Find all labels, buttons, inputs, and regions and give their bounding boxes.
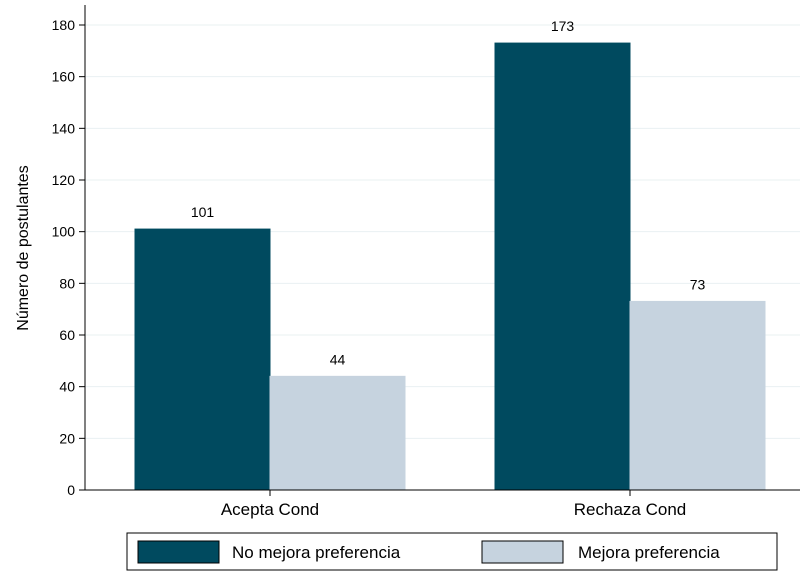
y-tick-label: 120 xyxy=(52,172,76,188)
bar xyxy=(269,375,406,491)
y-tick-label: 20 xyxy=(59,430,75,446)
bar xyxy=(134,228,271,491)
legend-label: No mejora preferencia xyxy=(232,543,401,562)
y-tick-label: 180 xyxy=(52,17,76,33)
y-tick-label: 100 xyxy=(52,224,76,240)
y-tick-label: 160 xyxy=(52,69,76,85)
y-tick-label: 80 xyxy=(59,275,75,291)
data-labels: 101 44 173 73 xyxy=(191,18,706,367)
data-label: 73 xyxy=(690,276,706,292)
bar xyxy=(629,300,766,491)
legend: No mejora preferencia Mejora preferencia xyxy=(126,532,778,571)
x-tick-label: Rechaza Cond xyxy=(574,500,686,519)
x-tick-label: Acepta Cond xyxy=(221,500,319,519)
bar xyxy=(494,42,631,491)
y-axis-title: Número de postulantes xyxy=(15,165,32,330)
legend-swatch xyxy=(481,540,564,564)
bars xyxy=(134,42,766,491)
y-tick-label: 40 xyxy=(59,379,75,395)
y-tick-label: 0 xyxy=(67,482,75,498)
data-label: 44 xyxy=(330,351,346,367)
data-label: 173 xyxy=(551,18,575,34)
axes: 0 20 40 60 80 100 120 140 160 180 Acepta Cond Recha… xyxy=(52,5,800,519)
y-tick-label: 60 xyxy=(59,327,75,343)
legend-swatch xyxy=(137,540,220,564)
legend-box xyxy=(126,532,778,571)
legend-label: Mejora preferencia xyxy=(578,543,720,562)
data-label: 101 xyxy=(191,204,215,220)
y-tick-label: 140 xyxy=(52,120,76,136)
